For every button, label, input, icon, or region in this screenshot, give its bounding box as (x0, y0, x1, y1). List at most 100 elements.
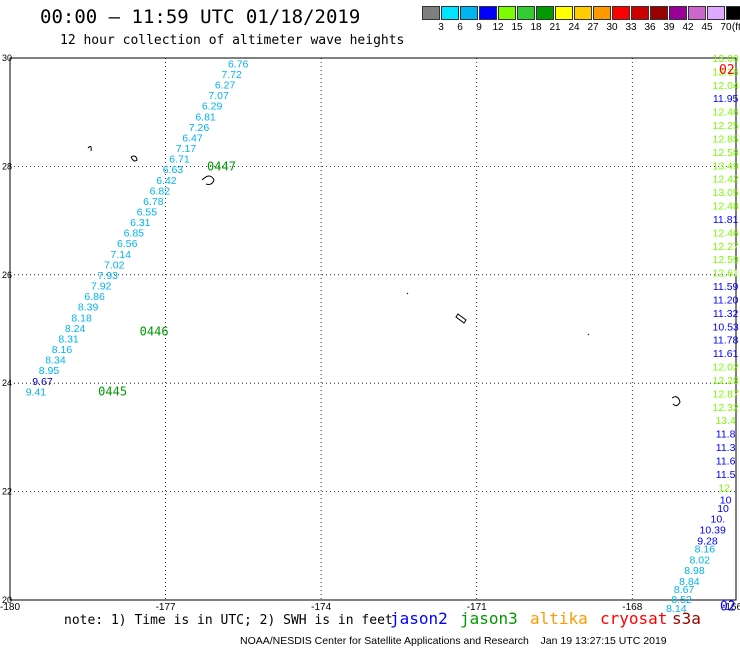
track-b-value: 13.16 (712, 66, 738, 78)
y-tick-label: 20 (2, 595, 12, 605)
track-b-value: 11.6 (716, 455, 736, 467)
track-b-value: 12. (718, 482, 733, 494)
track-a-value: 6.82 (150, 185, 171, 197)
track-b-value: 13.00 (712, 53, 738, 65)
track-b-value: 12.02 (712, 362, 738, 374)
track-a-value: 7.07 (208, 90, 229, 102)
track-b-value: 12.48 (712, 201, 738, 213)
track-a-value: 6.63 (163, 164, 184, 176)
track-a-value: 6.81 (195, 111, 216, 123)
track-a-value: 6.86 (84, 291, 105, 303)
color-scale-label: 21 (549, 22, 561, 33)
color-swatch (726, 6, 740, 20)
track-b-value: 10.53 (712, 321, 738, 333)
track-b-value: 12.58 (712, 147, 738, 159)
track-a-value: 6.29 (202, 101, 223, 113)
x-tick-label: -166 (722, 602, 740, 613)
track-a-value: 6.85 (124, 228, 145, 240)
color-swatch (612, 6, 630, 20)
track-b-value: 11.8 (716, 429, 736, 441)
track-b-value: 11.32 (713, 308, 739, 320)
color-scale-label: 24 (568, 22, 580, 33)
x-tick-label: -168 (622, 602, 642, 613)
color-scale-label: 45 (701, 22, 713, 33)
satellite-altika: altika (530, 609, 588, 628)
track-b-value: 13.4 (715, 415, 736, 427)
color-swatch (422, 6, 440, 20)
color-swatch (479, 6, 497, 20)
track-c-value: 8.84 (679, 576, 700, 588)
color-scale-label: 18 (530, 22, 542, 33)
track-b-value: 12.04 (712, 80, 738, 92)
color-swatch (536, 6, 554, 20)
track-c-value: 8.52 (671, 594, 692, 606)
track-b-value: 11.95 (713, 93, 739, 105)
color-swatch (688, 6, 706, 20)
color-swatch (574, 6, 592, 20)
track-c-value: 8.02 (689, 554, 710, 566)
track-a-value: 7.14 (111, 249, 132, 261)
color-swatch (669, 6, 687, 20)
track-a-value: 6.56 (117, 238, 138, 250)
track-a-value: 6.31 (130, 217, 151, 229)
track-a-time: 0447 (207, 159, 236, 173)
track-c-value: 8.16 (695, 544, 716, 556)
color-swatch (517, 6, 535, 20)
x-tick-label: -171 (467, 602, 487, 613)
island-outline (87, 146, 92, 152)
chart-subtitle: 12 hour collection of altimeter wave hei… (60, 33, 405, 48)
track-b-value: 11.20 (713, 294, 739, 306)
track-a-value: 8.24 (65, 323, 86, 335)
track-b-value: 11.78 (713, 335, 739, 347)
track-a-value: 8.39 (78, 302, 99, 314)
track-c-value: 9.28 (697, 535, 718, 547)
satellite-cryosat: cryosat (600, 609, 668, 628)
chart-title: 00:00 – 11:59 UTC 01/18/2019 (40, 6, 361, 28)
track-a-value: 6.76 (228, 58, 249, 70)
track-b-value: 12.85 (712, 133, 738, 145)
track-b-value: 12.42 (712, 174, 738, 186)
color-swatch (460, 6, 478, 20)
color-swatch (441, 6, 459, 20)
island-outline (406, 292, 409, 295)
track-b-value: 11.81 (713, 214, 739, 226)
color-swatch (631, 6, 649, 20)
track-c-value: 10 (720, 495, 732, 507)
track-b-value: 12.46 (712, 227, 738, 239)
track-c-value: 10.39 (700, 525, 726, 537)
color-scale-label: 15 (511, 22, 523, 33)
color-scale-label: 30 (606, 22, 618, 33)
track-a-value: 9.67 (32, 376, 53, 388)
color-scale-label: 3 (438, 22, 444, 33)
track-a-value: 8.18 (71, 312, 92, 324)
track-b-value: 13.49 (712, 160, 738, 172)
color-scale-label: 27 (587, 22, 599, 33)
color-scale-label: 70 (720, 22, 732, 33)
track-b-value: 12.59 (712, 254, 738, 266)
island-outline (587, 333, 590, 336)
track-c-value: 10. (711, 514, 726, 526)
y-tick-label: 24 (2, 378, 12, 388)
track-a-value: 6.71 (169, 154, 190, 166)
track-a-value: 8.16 (52, 344, 73, 356)
color-scale-label: (ft) (731, 22, 740, 33)
x-tick-label: -174 (311, 602, 331, 613)
track-b-value: 12.46 (712, 107, 738, 119)
y-tick-label: 26 (2, 270, 12, 280)
island-outline (130, 155, 138, 162)
track-a-value: 7.26 (189, 122, 210, 134)
track-a-value: 6.78 (143, 196, 164, 208)
track-a-value: 8.31 (58, 333, 79, 345)
track-a-value: 7.72 (221, 69, 242, 81)
y-tick-label: 22 (2, 487, 12, 497)
track-b-value: 12.61 (712, 268, 738, 280)
track-a-value: 6.55 (137, 207, 158, 219)
track-a-value: 7.02 (104, 259, 125, 271)
color-scale-label: 12 (492, 22, 504, 33)
track-a-value: 6.42 (156, 175, 177, 187)
x-tick-label: -177 (156, 602, 176, 613)
satellite-jason2: jason2 (390, 609, 448, 628)
track-c-value: 10 (717, 503, 729, 515)
track-b-value: 12.32 (712, 402, 738, 414)
